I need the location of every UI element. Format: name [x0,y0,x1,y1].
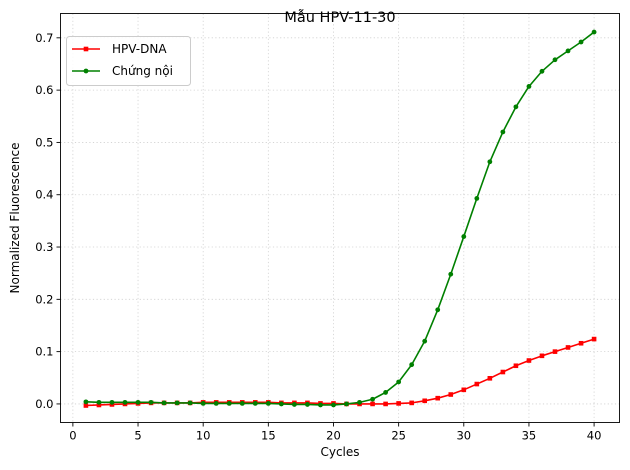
data-point [383,401,388,407]
data-point [318,402,323,408]
x-axis: 0 5 10 15 20 25 30 35 40 [69,422,602,443]
data-point [552,349,558,354]
data-point [526,84,532,89]
legend-item-1[interactable]: Chứng nội [72,64,173,78]
data-point [370,396,375,402]
data-point [591,29,597,35]
y-tick-label: 0.7 [35,31,53,45]
data-point [344,401,349,407]
data-point [383,390,389,395]
data-point [487,376,493,381]
data-point [187,400,193,406]
data-point [357,399,362,405]
legend-label: Chứng nội [112,64,173,78]
legend-label: HPV-DNA [112,42,167,56]
data-point [500,369,506,375]
data-point [278,401,284,407]
data-point [396,401,401,406]
data-point [448,271,454,277]
data-point [552,57,558,63]
data-point [448,392,454,397]
x-tick-label: 15 [261,429,276,443]
data-point [200,401,206,406]
y-tick-label: 0.1 [35,345,53,359]
data-point [565,345,571,350]
y-tick-label: 0.3 [35,240,53,254]
x-tick-label: 0 [69,429,76,443]
data-point [487,159,493,165]
data-point [591,336,597,342]
data-point [578,39,584,45]
y-tick-label: 0.2 [35,292,53,306]
legend[interactable]: HPV-DNA Chứng nội [66,36,191,86]
data-point [513,104,519,110]
y-tick-label: 0.0 [35,397,53,411]
x-tick-label: 25 [391,429,406,443]
data-point [305,402,310,407]
data-point [109,399,115,405]
data-point [435,307,441,313]
series-line [85,338,595,407]
legend-marker [83,46,89,52]
data-point [500,129,506,135]
data-point [526,358,532,363]
data-point [474,195,480,201]
x-tick-label: 30 [456,429,471,443]
data-point [422,338,428,344]
data-point [96,402,102,408]
x-tick-label: 5 [134,429,141,443]
legend-item-0[interactable]: HPV-DNA [72,42,167,56]
y-tick-label: 0.4 [35,188,53,202]
x-tick-label: 20 [326,429,341,443]
y-tick-label: 0.6 [35,83,53,97]
data-point [461,387,467,393]
data-point [226,401,232,406]
y-axis-label: Normalized Fluorescence [8,143,22,294]
data-point [122,399,128,405]
data-point [539,68,545,74]
data-point [265,401,271,406]
data-point [96,399,102,405]
data-point [239,401,245,406]
data-point [461,234,467,239]
data-point [83,403,89,408]
chart-title: Mẫu HPV-11-30 [284,9,395,26]
legend-marker [83,68,89,74]
data-point [174,400,180,406]
data-point [331,402,336,408]
series-layer [83,29,597,408]
series-0 [83,336,597,408]
data-point [422,398,427,404]
data-point [135,399,141,405]
data-point [161,400,167,406]
data-point [83,399,89,405]
data-point [539,353,545,359]
plot-frame [60,13,620,423]
x-tick-label: 10 [196,429,211,443]
series-line [85,31,595,406]
data-point [565,48,571,54]
data-point [513,363,519,369]
data-point [474,381,480,387]
y-axis: 0.0 0.1 0.2 0.3 0.4 0.5 0.6 0.7 [35,31,61,411]
data-point [578,340,584,346]
data-point [396,379,402,385]
data-point [409,400,414,406]
x-axis-label: Cycles [320,445,359,459]
x-tick-label: 40 [587,429,602,443]
data-point [409,362,415,368]
y-tick-label: 0.5 [35,135,53,149]
series-1 [83,29,597,408]
data-point [291,402,297,407]
data-point [252,401,258,406]
data-point [213,401,219,406]
data-point [435,395,441,401]
data-point [148,399,154,405]
x-tick-label: 35 [522,429,537,443]
data-point [370,401,375,407]
